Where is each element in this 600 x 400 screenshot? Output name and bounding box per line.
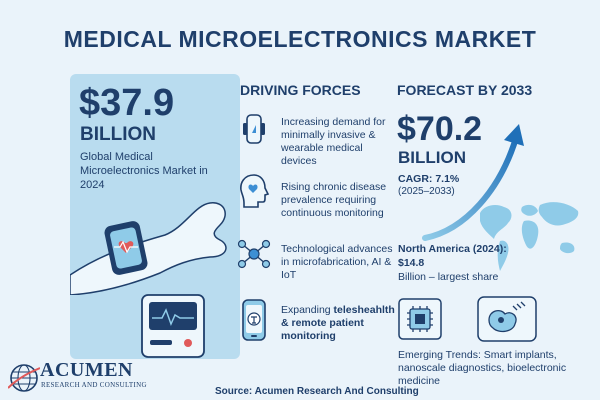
wearable-device-icon	[243, 114, 265, 144]
patient-monitor-icon	[141, 294, 205, 358]
north-america-text: North America (2024): $14.8 Billion – lar…	[398, 242, 518, 284]
source-text: Source: Acumen Research And Consulting	[215, 386, 419, 397]
market-2024-description: Global Medical Microelectronics Market i…	[80, 151, 208, 191]
head-heart-icon	[240, 174, 270, 208]
forecast-heading: FORECAST BY 2033	[397, 82, 533, 98]
driver-item-1-text: Increasing demand for minimally invasive…	[281, 116, 386, 167]
driver-item-3-text: Technological advances in microfabricati…	[281, 243, 393, 281]
phone-telehealth-icon	[242, 299, 266, 341]
driver-item-4-text: Expanding telesheahlth & remote patient …	[281, 304, 401, 343]
forecast-unit: BILLION	[398, 148, 466, 167]
north-america-rest: Billion – largest share	[398, 271, 499, 283]
emerging-trends-text: Emerging Trends: Smart implants, nanosca…	[398, 349, 567, 387]
driver-item-4-bold: telesheahlth & remote patient monitoring	[281, 304, 395, 342]
page-title: MEDICAL MICROELECTRONICS MARKET	[63, 26, 537, 52]
driver-item-4-plain: Expanding	[281, 304, 334, 316]
implant-chip-icon	[398, 298, 442, 340]
growth-arrow-icon	[422, 124, 524, 241]
world-map-icon	[480, 202, 579, 271]
forecast-value: $70.2	[397, 110, 483, 148]
acumen-globe-logo	[8, 364, 40, 392]
smartwatch-arm-icon	[70, 202, 227, 295]
forecast-period: (2025–2033)	[398, 186, 455, 197]
network-nodes-icon	[237, 239, 271, 269]
driver-item-2-text: Rising chronic disease prevalence requir…	[281, 181, 387, 219]
market-2024-value: $37.9	[79, 82, 175, 124]
forecast-cagr: CAGR: 7.1%	[398, 173, 460, 185]
acumen-logo-tagline: RESEARCH AND CONSULTING	[41, 381, 147, 389]
market-2024-unit: BILLION	[80, 124, 156, 145]
acumen-logo-text: ACUMEN	[40, 359, 133, 381]
bioelectronic-icon	[477, 296, 537, 342]
driving-forces-heading: DRIVING FORCES	[240, 82, 361, 98]
north-america-bold: North America (2024): $14.8	[398, 243, 507, 269]
